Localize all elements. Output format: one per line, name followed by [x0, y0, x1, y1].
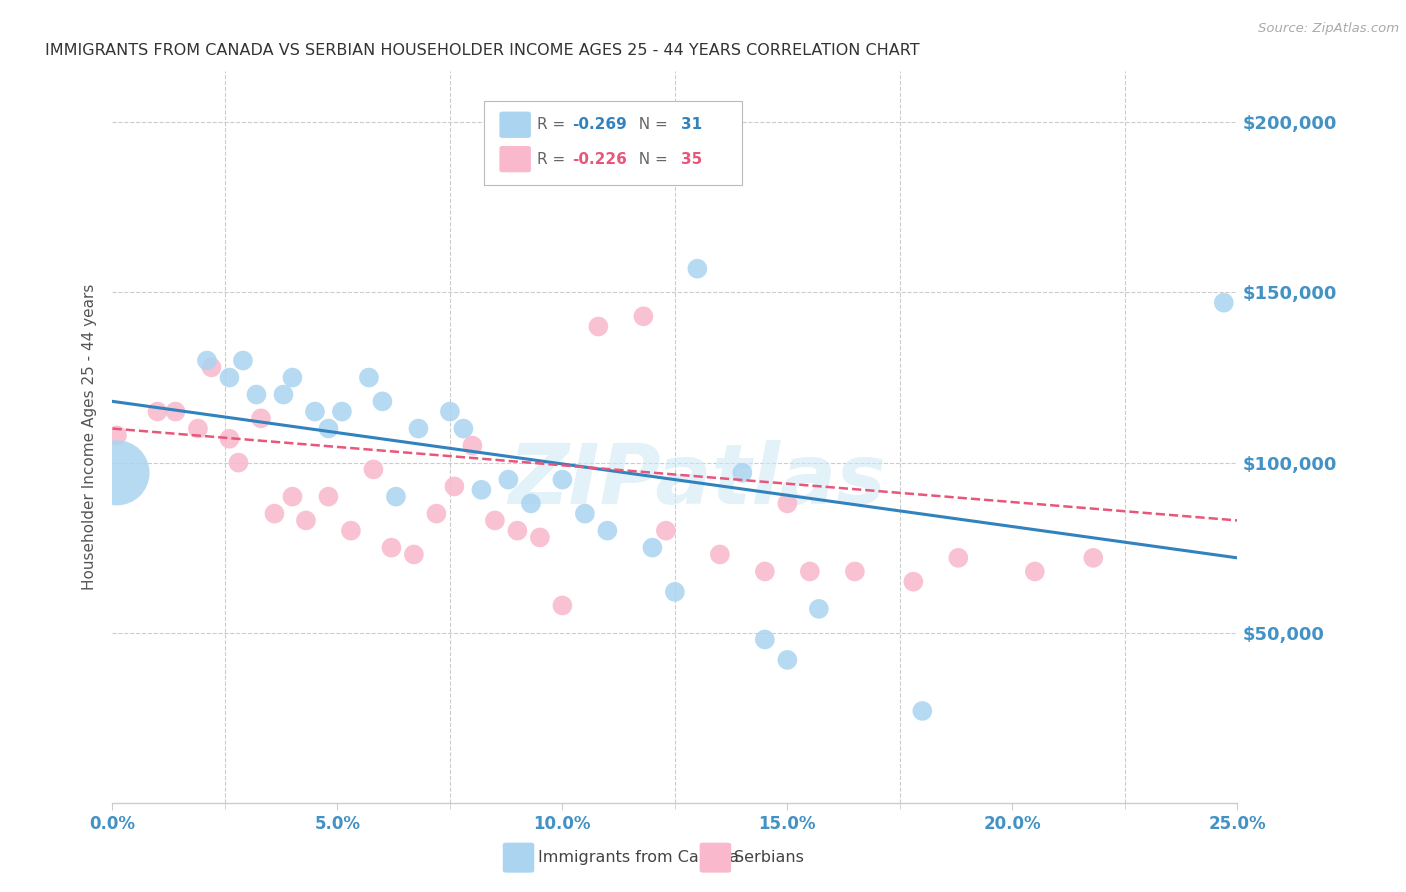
Point	[200, 360, 222, 375]
FancyBboxPatch shape	[484, 101, 742, 185]
Point	[655, 524, 678, 538]
Point	[588, 319, 610, 334]
Point	[453, 421, 475, 435]
Text: Source: ZipAtlas.com: Source: ZipAtlas.com	[1258, 22, 1399, 36]
Point	[250, 411, 273, 425]
Point	[439, 404, 461, 418]
Point	[187, 421, 209, 435]
Point	[520, 496, 543, 510]
Text: Serbians: Serbians	[734, 850, 804, 865]
Point	[551, 599, 574, 613]
Point	[228, 456, 250, 470]
Text: -0.269: -0.269	[572, 117, 627, 132]
Point	[146, 404, 169, 418]
Point	[295, 513, 318, 527]
Point	[318, 421, 340, 435]
Point	[686, 261, 709, 276]
Point	[461, 439, 484, 453]
Point	[443, 479, 465, 493]
Point	[641, 541, 664, 555]
Point	[357, 370, 380, 384]
Text: 31: 31	[681, 117, 702, 132]
Point	[371, 394, 394, 409]
Point	[776, 496, 799, 510]
Text: Immigrants from Canada: Immigrants from Canada	[537, 850, 738, 865]
Point	[330, 404, 353, 418]
Point	[903, 574, 925, 589]
Point	[754, 632, 776, 647]
Point	[1024, 565, 1046, 579]
Point	[529, 531, 551, 545]
Point	[498, 473, 520, 487]
Point	[363, 462, 385, 476]
Point	[574, 507, 596, 521]
Point	[408, 421, 430, 435]
Point	[596, 524, 619, 538]
Point	[232, 353, 254, 368]
Text: N =: N =	[628, 152, 672, 167]
Text: R =: R =	[537, 152, 569, 167]
Point	[380, 541, 402, 555]
Text: N =: N =	[628, 117, 672, 132]
Point	[304, 404, 326, 418]
Point	[1212, 295, 1234, 310]
Point	[273, 387, 295, 401]
Point	[506, 524, 529, 538]
Point	[484, 513, 506, 527]
Point	[664, 585, 686, 599]
Point	[340, 524, 363, 538]
Point	[402, 548, 425, 562]
Text: ZIPatlas: ZIPatlas	[509, 441, 886, 522]
Point	[318, 490, 340, 504]
Point	[709, 548, 731, 562]
Point	[799, 565, 821, 579]
FancyBboxPatch shape	[700, 843, 731, 872]
FancyBboxPatch shape	[499, 112, 531, 138]
Point	[218, 432, 240, 446]
Point	[844, 565, 866, 579]
Point	[948, 550, 970, 565]
Point	[385, 490, 408, 504]
Point	[754, 565, 776, 579]
Point	[281, 490, 304, 504]
Point	[245, 387, 267, 401]
Text: -0.226: -0.226	[572, 152, 627, 167]
Text: 35: 35	[681, 152, 702, 167]
Text: R =: R =	[537, 117, 569, 132]
FancyBboxPatch shape	[503, 843, 534, 872]
Point	[633, 310, 655, 324]
Point	[195, 353, 218, 368]
Point	[218, 370, 240, 384]
Point	[425, 507, 447, 521]
Point	[776, 653, 799, 667]
Point	[551, 473, 574, 487]
Point	[165, 404, 187, 418]
Point	[263, 507, 285, 521]
Point	[105, 466, 128, 480]
FancyBboxPatch shape	[499, 146, 531, 172]
Point	[731, 466, 754, 480]
Point	[1083, 550, 1105, 565]
Point	[911, 704, 934, 718]
Y-axis label: Householder Income Ages 25 - 44 years: Householder Income Ages 25 - 44 years	[82, 284, 97, 591]
Point	[281, 370, 304, 384]
Text: IMMIGRANTS FROM CANADA VS SERBIAN HOUSEHOLDER INCOME AGES 25 - 44 YEARS CORRELAT: IMMIGRANTS FROM CANADA VS SERBIAN HOUSEH…	[45, 43, 920, 58]
Point	[807, 602, 830, 616]
Point	[105, 428, 128, 442]
Point	[470, 483, 492, 497]
